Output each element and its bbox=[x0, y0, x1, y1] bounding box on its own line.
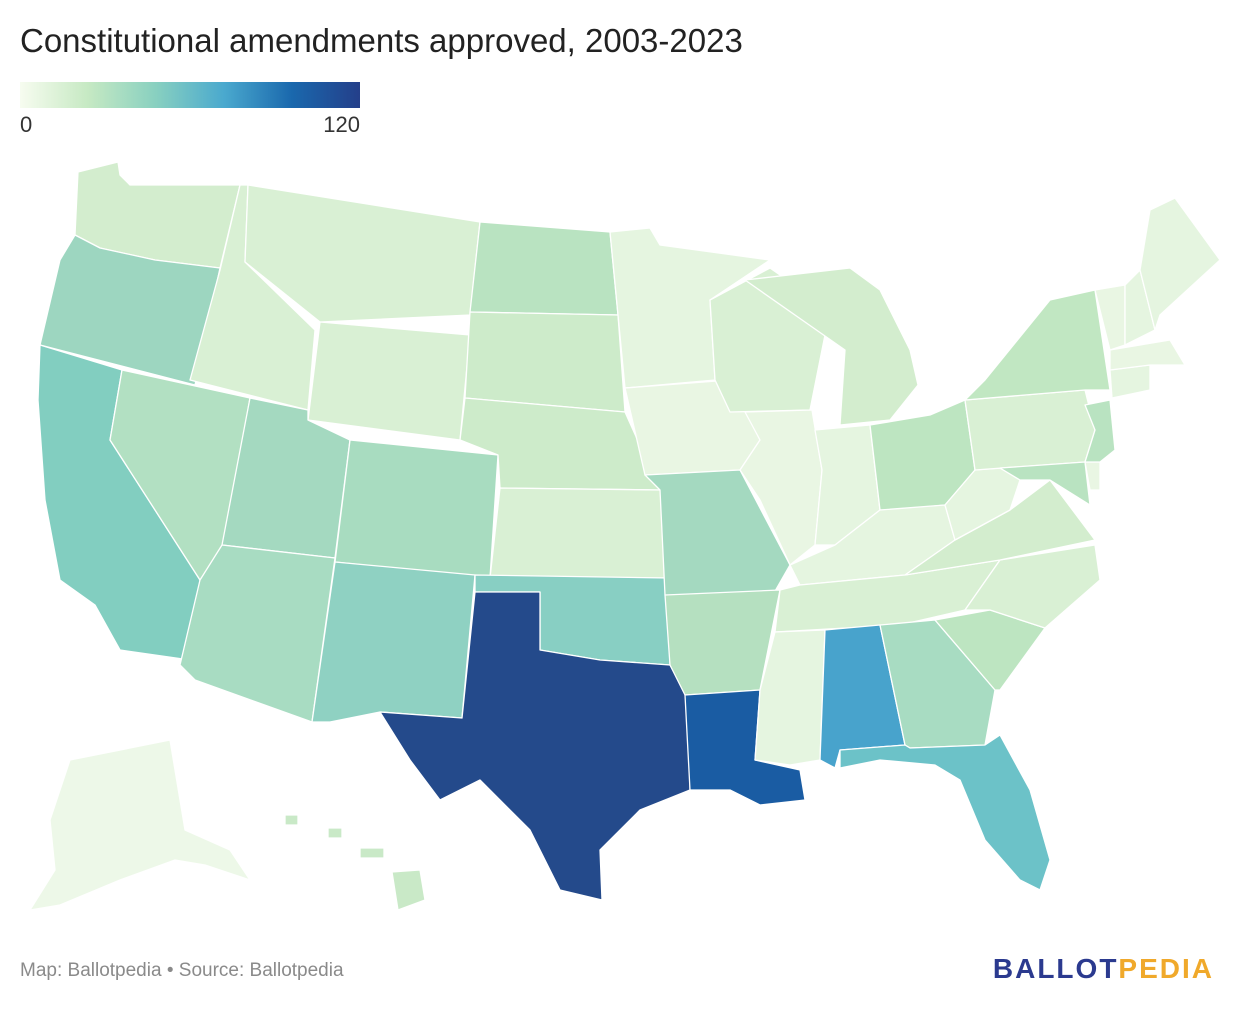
state-colorado[interactable] bbox=[334, 439, 499, 579]
state-texas[interactable] bbox=[379, 591, 691, 901]
map-title: Constitutional amendments approved, 2003… bbox=[20, 22, 743, 59]
logo-part-pedia: PEDIA bbox=[1118, 953, 1214, 984]
state-new-york[interactable] bbox=[964, 289, 1111, 401]
legend-max-label: 120 bbox=[323, 112, 360, 137]
source-credit: Source: Ballotpedia bbox=[178, 960, 344, 981]
legend-min-label: 0 bbox=[20, 112, 33, 137]
state-south-carolina[interactable] bbox=[934, 609, 1046, 691]
state-connecticut[interactable] bbox=[1109, 364, 1151, 399]
state-maryland[interactable] bbox=[999, 461, 1091, 506]
state-alaska[interactable] bbox=[29, 739, 251, 911]
state-south-dakota[interactable] bbox=[464, 311, 626, 413]
state-michigan[interactable] bbox=[744, 267, 919, 426]
logo-part-ballot: BALLOT bbox=[992, 953, 1119, 984]
separator: • bbox=[166, 960, 174, 981]
state-massachusetts[interactable] bbox=[1109, 339, 1186, 371]
source-footer: Map: Ballotpedia • Source: Ballotpedia bbox=[20, 960, 344, 982]
color-legend: 0 120 bbox=[20, 82, 360, 137]
state-wyoming[interactable] bbox=[307, 321, 471, 441]
state-montana[interactable] bbox=[244, 184, 481, 323]
map-credit: Map: Ballotpedia bbox=[20, 960, 162, 981]
state-florida[interactable] bbox=[839, 734, 1051, 891]
state-new-jersey[interactable] bbox=[1084, 399, 1116, 463]
state-north-dakota[interactable] bbox=[469, 221, 619, 316]
state-kansas[interactable] bbox=[489, 487, 669, 579]
state-new-mexico[interactable] bbox=[311, 561, 476, 723]
state-maine[interactable] bbox=[1139, 197, 1221, 331]
legend-gradient-bar bbox=[20, 82, 360, 108]
state-pennsylvania[interactable] bbox=[964, 389, 1096, 471]
state-hawaii[interactable] bbox=[284, 814, 426, 911]
ballotpedia-logo[interactable]: BALLOTPEDIA bbox=[993, 953, 1214, 985]
